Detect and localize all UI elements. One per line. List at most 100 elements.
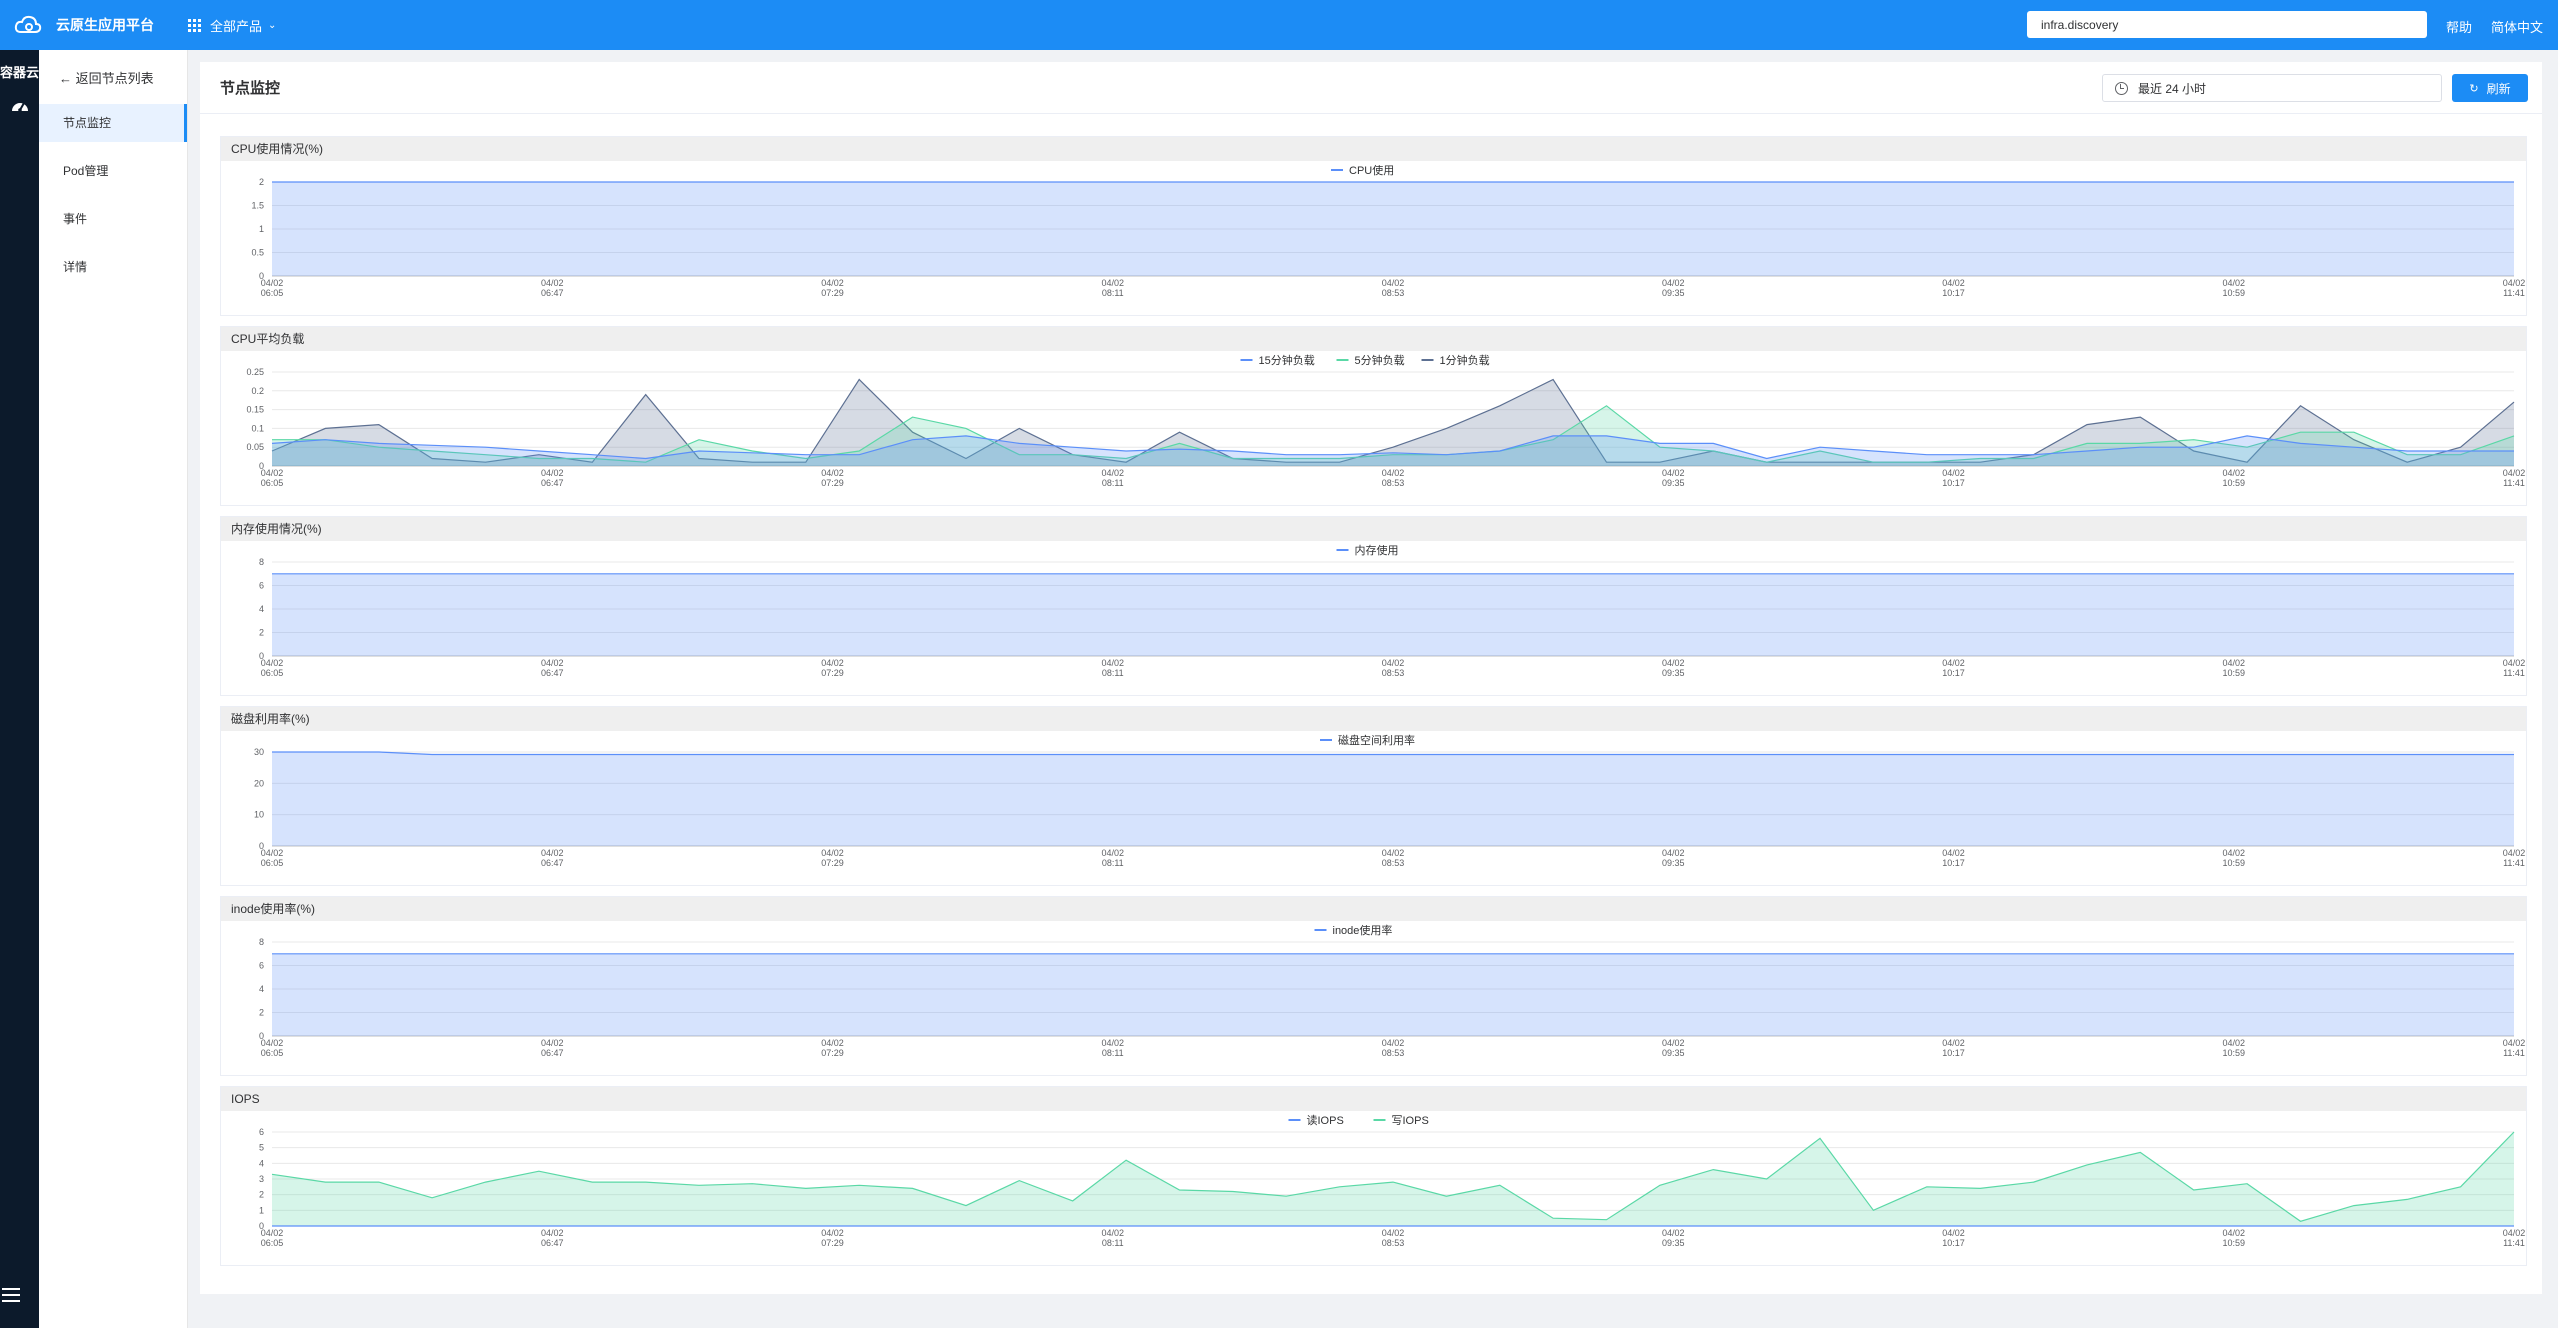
x-tick-date: 04/02: [541, 848, 564, 858]
y-tick-label: 2: [259, 177, 264, 187]
series-line: [271, 1131, 2515, 1222]
legend-label: 磁盘空间利用率: [1338, 733, 1415, 747]
x-tick-time: 06:05: [261, 668, 284, 678]
x-tick-date: 04/02: [2222, 278, 2245, 288]
x-tick-date: 04/02: [1662, 468, 1685, 478]
x-tick-time: 08:53: [1382, 1048, 1405, 1058]
y-tick-label: 2: [259, 1008, 264, 1018]
language-switch[interactable]: 简体中文: [2491, 20, 2544, 35]
series-line: [272, 751, 2514, 756]
x-tick-date: 04/02: [2222, 1228, 2245, 1238]
x-tick-time: 08:53: [1382, 478, 1405, 488]
x-tick-date: 04/02: [261, 468, 284, 478]
node-sidebar: ← 返回节点列表 节点监控 Pod管理 事件 详情: [39, 50, 188, 1328]
time-range-value: 最近 24 小时: [2138, 81, 2207, 96]
x-tick-time: 10:17: [1942, 478, 1965, 488]
chart-title: CPU平均负载: [221, 327, 2526, 351]
all-products-menu[interactable]: 全部产品 ⌄: [188, 16, 276, 35]
y-tick-label: 0: [259, 1221, 264, 1231]
search-input[interactable]: [2027, 11, 2427, 38]
x-tick-date: 04/02: [261, 658, 284, 668]
x-tick-time: 10:17: [1942, 668, 1965, 678]
iops-chart: 读IOPS 写IOPS012345604/0206:0504/0206:4704/…: [259, 1113, 2525, 1248]
x-tick-time: 09:35: [1662, 858, 1685, 868]
x-tick-date: 04/02: [1942, 468, 1965, 478]
x-tick-time: 06:47: [541, 668, 564, 678]
x-tick-date: 04/02: [821, 278, 844, 288]
y-tick-label: 3: [259, 1174, 264, 1184]
chart-title: 内存使用情况(%): [221, 517, 2526, 541]
app-nav: 容器云: [0, 50, 39, 1328]
x-tick-time: 09:35: [1662, 668, 1685, 678]
x-tick-date: 04/02: [541, 658, 564, 668]
inode-chart: inode使用率0246804/0206:0504/0206:4704/0207…: [259, 923, 2525, 1058]
legend-label: 15分钟负载: [1259, 353, 1315, 367]
x-tick-date: 04/02: [821, 468, 844, 478]
hamburger-menu-icon[interactable]: [2, 1288, 20, 1306]
grid-icon: [188, 18, 201, 32]
x-tick-time: 08:11: [1102, 1048, 1124, 1058]
x-tick-date: 04/02: [261, 1228, 284, 1238]
x-tick-date: 04/02: [2222, 468, 2245, 478]
y-tick-label: 20: [254, 778, 264, 788]
x-tick-date: 04/02: [1942, 1038, 1965, 1048]
x-tick-time: 08:11: [1102, 478, 1124, 488]
y-tick-label: 6: [259, 961, 264, 971]
x-tick-date: 04/02: [821, 658, 844, 668]
x-tick-time: 07:29: [821, 1238, 844, 1248]
x-tick-date: 04/02: [2222, 1038, 2245, 1048]
x-tick-time: 06:47: [541, 1048, 564, 1058]
refresh-icon: ↻: [2469, 82, 2479, 95]
x-tick-date: 04/02: [2503, 468, 2526, 478]
chart-title: IOPS: [221, 1087, 2526, 1111]
y-tick-label: 0: [259, 841, 264, 851]
x-tick-date: 04/02: [821, 1228, 844, 1238]
sidebar-item-pod-management[interactable]: Pod管理: [63, 164, 109, 178]
x-tick-date: 04/02: [541, 1228, 564, 1238]
x-tick-date: 04/02: [2222, 658, 2245, 668]
x-tick-time: 06:05: [261, 858, 284, 868]
x-tick-date: 04/02: [1942, 658, 1965, 668]
x-tick-date: 04/02: [1101, 848, 1124, 858]
back-to-node-list-link[interactable]: ← 返回节点列表: [59, 71, 154, 86]
page-title: 节点监控: [220, 80, 281, 97]
help-link[interactable]: 帮助: [2446, 20, 2473, 35]
x-tick-time: 07:29: [821, 1048, 844, 1058]
x-tick-time: 06:05: [261, 288, 284, 298]
y-tick-label: 5: [259, 1143, 264, 1153]
dashboard-icon[interactable]: [10, 97, 30, 113]
x-tick-time: 07:29: [821, 858, 844, 868]
x-tick-date: 04/02: [1662, 658, 1685, 668]
top-bar: 云原生应用平台 全部产品 ⌄ 帮助 简体中文: [0, 0, 2558, 50]
x-tick-date: 04/02: [541, 468, 564, 478]
chart-title: CPU使用情况(%): [221, 137, 2526, 161]
x-tick-date: 04/02: [2503, 848, 2526, 858]
refresh-button[interactable]: ↻ 刷新: [2452, 74, 2528, 102]
page-header: 节点监控: [200, 62, 2542, 114]
cpu-usage-chart: CPU使用00.511.5204/0206:0504/0206:4704/020…: [251, 164, 2525, 298]
legend-label: 1分钟负载: [1440, 353, 1490, 367]
x-tick-time: 10:59: [2222, 478, 2245, 488]
y-tick-label: 30: [254, 747, 264, 757]
sidebar-item-details[interactable]: 详情: [63, 260, 88, 274]
x-tick-time: 08:11: [1102, 858, 1124, 868]
y-tick-label: 0.1: [251, 423, 264, 433]
x-tick-time: 06:05: [261, 478, 284, 488]
y-tick-label: 4: [259, 604, 264, 614]
x-tick-time: 11:41: [2503, 668, 2525, 678]
sidebar-item-events[interactable]: 事件: [63, 212, 88, 226]
chart-title: inode使用率(%): [221, 897, 2526, 921]
brand-title[interactable]: 云原生应用平台: [56, 17, 154, 33]
chart-panel-cpu-usage: CPU使用情况(%) CPU使用 0 0.5 1 1.5 2 04/02 06:05 04/02…: [220, 136, 2527, 316]
x-tick-time: 11:41: [2503, 288, 2525, 298]
x-tick-time: 10:59: [2222, 1048, 2245, 1058]
x-tick-time: 08:53: [1382, 858, 1405, 868]
sidebar-item-node-monitor[interactable]: 节点监控: [39, 104, 187, 142]
x-tick-date: 04/02: [1942, 278, 1965, 288]
x-tick-time: 07:29: [821, 288, 844, 298]
x-tick-date: 04/02: [1942, 848, 1965, 858]
y-tick-label: 0.25: [246, 367, 264, 377]
time-range-picker[interactable]: 最近 24 小时: [2102, 74, 2442, 102]
y-tick-label: 1.5: [251, 201, 264, 211]
series-area: [272, 182, 2514, 276]
